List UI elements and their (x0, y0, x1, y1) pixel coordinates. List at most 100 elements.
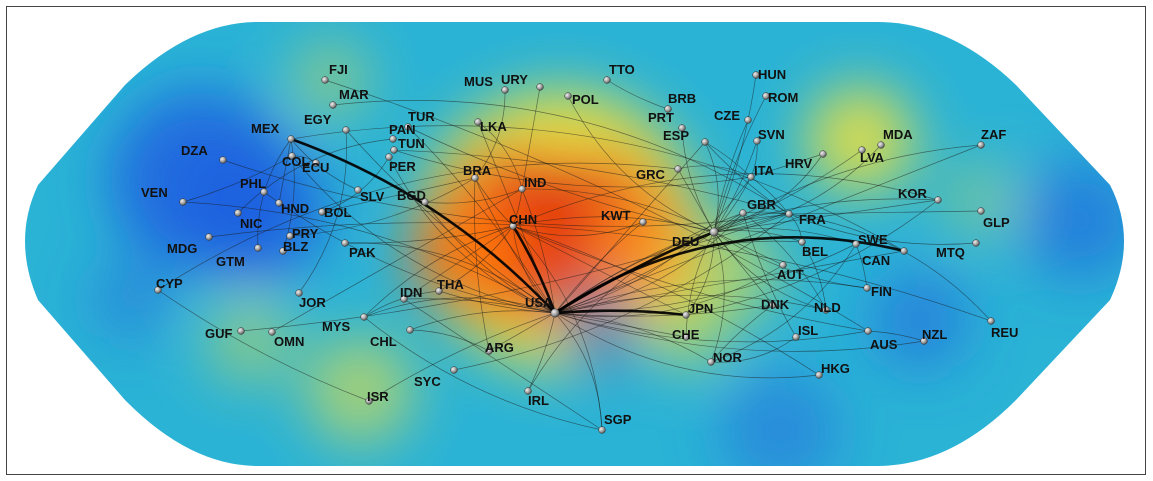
node-marker[interactable] (501, 86, 509, 94)
country-node-fra[interactable]: FRA (785, 210, 827, 227)
node-marker[interactable] (792, 333, 800, 341)
country-node-pol[interactable]: POL (564, 92, 599, 107)
node-marker[interactable] (744, 116, 752, 124)
node-marker[interactable] (674, 165, 682, 173)
country-node-cze[interactable]: CZE (714, 108, 752, 124)
node-marker[interactable] (900, 247, 908, 255)
country-node-deu[interactable]: DEU (672, 227, 719, 249)
country-node-sgp[interactable]: SGP (598, 412, 632, 434)
country-node-gtm[interactable]: GTM (216, 244, 262, 269)
country-node-mda[interactable]: MDA (877, 127, 914, 149)
node-marker[interactable] (603, 76, 611, 84)
node-marker[interactable] (385, 153, 393, 161)
node-marker[interactable] (518, 185, 526, 193)
node-marker[interactable] (753, 137, 761, 145)
country-node-ven[interactable]: VEN (141, 185, 187, 206)
node-marker[interactable] (295, 289, 303, 297)
country-node-lka[interactable]: LKA (474, 118, 508, 134)
node-marker[interactable] (268, 328, 276, 336)
country-node-nzl[interactable]: NZL (920, 327, 948, 345)
node-marker[interactable] (536, 83, 544, 91)
node-marker[interactable] (279, 247, 287, 255)
node-marker[interactable] (341, 239, 349, 247)
country-node-phl[interactable]: PHL (240, 176, 268, 196)
node-marker[interactable] (450, 366, 458, 374)
node-marker[interactable] (342, 126, 350, 134)
country-node-chl[interactable]: CHL (370, 326, 414, 349)
country-node-arg[interactable]: ARG (485, 340, 514, 355)
country-node-mar[interactable]: MAR (329, 87, 370, 109)
node-marker[interactable] (678, 124, 686, 132)
node-marker[interactable] (864, 327, 872, 335)
node-marker[interactable] (977, 207, 985, 215)
country-node-tha[interactable]: THA (435, 277, 465, 295)
node-marker[interactable] (769, 301, 777, 309)
node-marker[interactable] (785, 210, 793, 218)
node-marker[interactable] (435, 287, 443, 295)
country-node-mys[interactable]: MYS (322, 313, 368, 334)
node-marker[interactable] (421, 198, 429, 206)
country-node-per[interactable]: PER (385, 153, 417, 174)
node-marker[interactable] (219, 156, 227, 164)
node-marker[interactable] (819, 150, 827, 158)
country-node-bgd[interactable]: BGD (397, 188, 429, 206)
country-node-kor[interactable]: KOR (898, 186, 942, 204)
country-node-mex[interactable]: MEX (251, 121, 295, 143)
country-node-kwt[interactable]: KWT (601, 208, 647, 226)
country-node-lva[interactable]: LVA (858, 146, 885, 165)
node-marker[interactable] (709, 227, 719, 237)
node-marker[interactable] (254, 244, 262, 252)
node-marker[interactable] (389, 135, 397, 143)
country-node-tto[interactable]: TTO (603, 62, 635, 84)
node-marker[interactable] (798, 238, 806, 246)
node-marker[interactable] (287, 135, 295, 143)
country-node-usa[interactable]: USA (525, 295, 560, 318)
node-marker[interactable] (406, 326, 414, 334)
country-node-mus[interactable]: MUS (464, 74, 544, 91)
node-marker[interactable] (701, 138, 709, 146)
country-node-hnd[interactable]: HND (275, 199, 310, 216)
node-marker[interactable] (822, 306, 830, 314)
country-node-reu[interactable]: REU (987, 317, 1019, 340)
node-marker[interactable] (312, 159, 320, 167)
country-node-rom[interactable]: ROM (762, 90, 799, 105)
node-marker[interactable] (404, 123, 412, 131)
country-node-prt[interactable]: PRT (648, 110, 686, 132)
country-node-syc[interactable]: SYC (414, 366, 458, 389)
country-node-blz[interactable]: BLZ (279, 239, 309, 255)
node-marker[interactable] (987, 317, 995, 325)
node-marker[interactable] (179, 198, 187, 206)
country-node-irl[interactable]: IRL (524, 387, 549, 408)
country-node-dza[interactable]: DZA (181, 143, 227, 164)
node-marker[interactable] (972, 239, 980, 247)
node-marker[interactable] (234, 209, 242, 217)
node-marker[interactable] (682, 311, 690, 319)
country-node-nld[interactable]: NLD (814, 300, 841, 315)
node-marker[interactable] (564, 92, 572, 100)
country-node-ind[interactable]: IND (518, 175, 547, 193)
node-marker[interactable] (321, 76, 329, 84)
node-marker[interactable] (288, 152, 296, 160)
country-node-fji[interactable]: FJI (321, 62, 348, 84)
country-node-brb[interactable]: BRB (664, 91, 697, 113)
node-marker[interactable] (154, 286, 162, 294)
node-marker[interactable] (275, 199, 283, 207)
country-node-fin[interactable]: FIN (863, 284, 892, 299)
node-marker[interactable] (707, 358, 715, 366)
country-node-swe[interactable]: SWE (852, 232, 888, 248)
node-marker[interactable] (762, 92, 770, 100)
node-marker[interactable] (260, 188, 268, 196)
country-node-nor[interactable]: NOR (707, 350, 743, 366)
node-marker[interactable] (550, 308, 560, 318)
country-node-aut[interactable]: AUT (777, 261, 804, 282)
node-marker[interactable] (682, 333, 690, 341)
country-node-ita[interactable]: ITA (747, 163, 775, 181)
country-node-tur[interactable]: TUR (404, 109, 436, 131)
node-marker[interactable] (977, 141, 985, 149)
country-node-ecu[interactable]: ECU (302, 159, 329, 175)
node-marker[interactable] (664, 105, 672, 113)
country-node-zaf[interactable]: ZAF (977, 127, 1007, 149)
country-node-nic[interactable]: NIC (234, 209, 263, 231)
node-marker[interactable] (237, 327, 245, 335)
country-node-ury[interactable]: URY (501, 72, 528, 94)
